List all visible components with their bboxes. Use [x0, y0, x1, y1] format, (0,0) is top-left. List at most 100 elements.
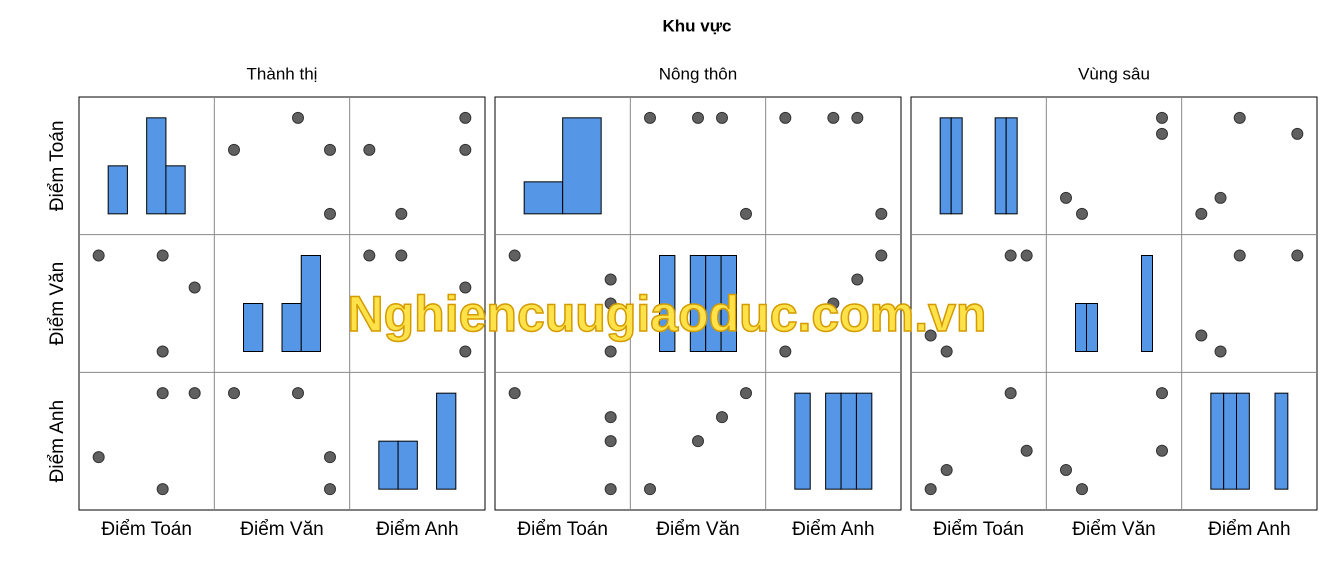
point [940, 345, 953, 358]
point [1195, 207, 1208, 220]
point [156, 387, 169, 400]
point [1291, 127, 1304, 140]
panel-frame [910, 96, 1318, 511]
panel-frame [494, 96, 902, 511]
point [1156, 127, 1168, 140]
point [827, 297, 840, 310]
histogram-bar [1075, 303, 1087, 352]
histogram-bar [994, 117, 1007, 215]
point [692, 435, 704, 448]
point [508, 249, 521, 262]
point [1004, 249, 1017, 262]
point [228, 387, 240, 400]
point [604, 345, 617, 358]
point [363, 249, 376, 262]
panel-title: Vùng sâu [1078, 64, 1150, 83]
point [363, 143, 376, 156]
point [1060, 463, 1072, 476]
point [851, 111, 864, 124]
point [292, 387, 304, 400]
chart-title: Khu vực [663, 16, 732, 35]
histogram-bar [825, 392, 842, 490]
histogram-bar [1005, 117, 1018, 215]
point [740, 207, 752, 220]
point [459, 111, 472, 124]
point [1076, 483, 1088, 496]
point [156, 249, 169, 262]
column-label: Điểm Anh [376, 519, 458, 540]
histogram-bar [1086, 303, 1098, 352]
point [156, 345, 169, 358]
point [1060, 191, 1072, 204]
column-label: Điểm Anh [792, 519, 874, 540]
point [1076, 207, 1088, 220]
point [851, 273, 864, 286]
point [324, 451, 336, 464]
panel-frame [78, 96, 486, 511]
histogram-bar [165, 165, 186, 215]
point [324, 207, 336, 220]
histogram-bar [1223, 392, 1237, 490]
point [740, 387, 752, 400]
column-label: Điểm Toán [101, 519, 191, 540]
point [1214, 345, 1227, 358]
point [1004, 387, 1017, 400]
point [188, 281, 201, 294]
point [395, 207, 408, 220]
point [1233, 249, 1246, 262]
column-label: Điểm Văn [656, 519, 739, 540]
histogram-bar [950, 117, 963, 215]
point [395, 249, 408, 262]
histogram-bar [107, 165, 128, 215]
point [228, 143, 240, 156]
histogram-bar [794, 392, 811, 490]
histogram-bar [1141, 255, 1153, 352]
point [156, 483, 169, 496]
histogram-bar [146, 117, 167, 215]
row-label: Điểm Anh [47, 400, 68, 482]
point [604, 273, 617, 286]
histogram-bar [378, 440, 399, 490]
histogram-bar [1236, 392, 1250, 490]
point [1020, 249, 1033, 262]
point [459, 281, 472, 294]
point [1020, 444, 1033, 457]
point [924, 483, 937, 496]
histogram-bar [281, 303, 302, 352]
point [188, 387, 201, 400]
point [1214, 191, 1227, 204]
histogram-bar [436, 392, 457, 490]
row-label: Điểm Văn [47, 262, 68, 345]
point [508, 387, 521, 400]
panel-title: Nông thôn [659, 64, 737, 83]
histogram-bar [840, 392, 857, 490]
point [692, 111, 704, 124]
histogram-bar [397, 440, 418, 490]
point [875, 207, 888, 220]
watermark: Nghiencuugiaoduc.com.vn [348, 286, 987, 342]
point [1156, 387, 1168, 400]
point [1156, 444, 1168, 457]
histogram-bar [243, 303, 264, 352]
point [924, 329, 937, 342]
point [459, 345, 472, 358]
point [779, 111, 792, 124]
point [940, 463, 953, 476]
point [604, 297, 617, 310]
point [324, 143, 336, 156]
point [716, 111, 728, 124]
point [92, 249, 105, 262]
point [875, 249, 888, 262]
point [644, 111, 656, 124]
point [1195, 329, 1208, 342]
point [292, 111, 304, 124]
column-label: Điểm Toán [517, 519, 607, 540]
point [604, 411, 617, 424]
histogram-bar [523, 181, 564, 215]
point [92, 451, 105, 464]
column-label: Điểm Toán [933, 519, 1023, 540]
point [827, 111, 840, 124]
point [604, 483, 617, 496]
panel-title: Thành thị [247, 64, 318, 83]
